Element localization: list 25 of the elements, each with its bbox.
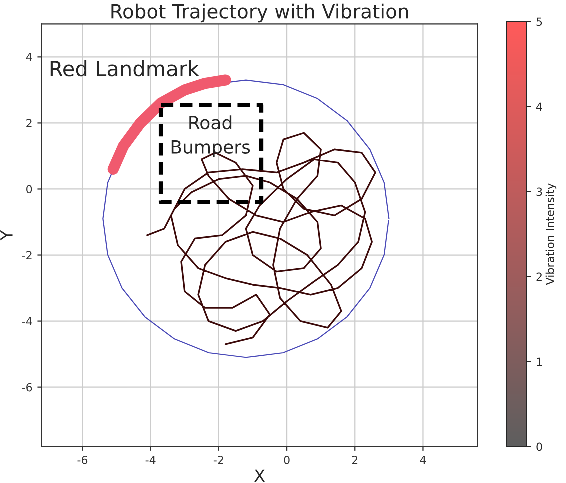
color-bar-label: 4 (536, 102, 542, 111)
x-axis-title: X (254, 470, 265, 482)
x-tick-label: 0 (284, 456, 290, 464)
color-bar-label: 3 (536, 188, 542, 196)
chart-title: Robot Trajectory with Vibration (112, 4, 408, 23)
annotation: Road Bumpers (172, 116, 250, 158)
color-bar-title: Vibration Intensity (546, 184, 557, 286)
color-bar-label: 1 (537, 358, 542, 366)
y-tick-label: 2 (26, 119, 32, 128)
color-bar-label: 5 (536, 18, 542, 26)
x-tick-label: -2 (214, 456, 224, 464)
color-bar-label: 0 (536, 442, 542, 452)
color-bar-label: 2 (536, 272, 542, 281)
x-tick-label: -6 (78, 456, 88, 464)
x-tick-label: -4 (146, 456, 156, 464)
y-tick-label: 0 (26, 185, 32, 194)
annotation: Red Landmark (50, 60, 200, 77)
line-series (146, 132, 376, 346)
y-axis-title: Y (0, 230, 13, 241)
x-tick-label: 2 (352, 456, 358, 464)
y-tick-label: -4 (22, 317, 32, 326)
y-tick-label: -6 (22, 383, 32, 392)
x-tick-label: 4 (420, 456, 426, 464)
y-tick-label: -2 (22, 251, 32, 260)
y-tick-label: 4 (26, 53, 32, 62)
